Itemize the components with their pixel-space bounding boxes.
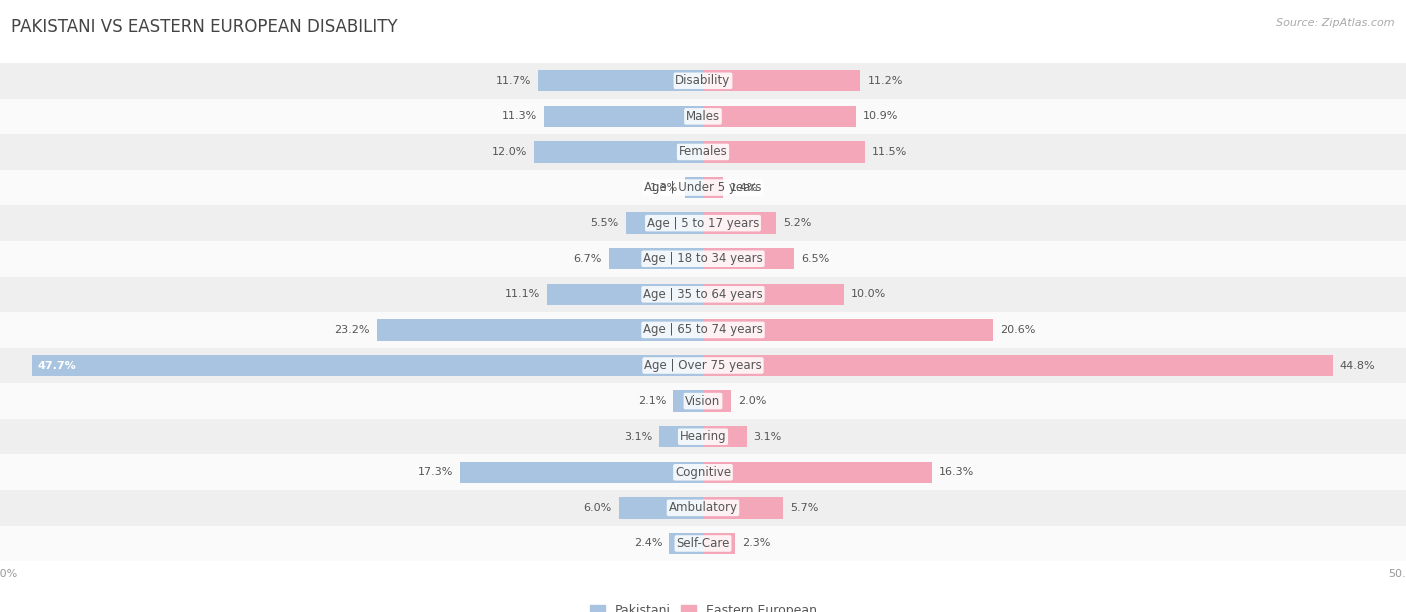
Text: Age | Under 5 years: Age | Under 5 years [644, 181, 762, 194]
Bar [703, 461, 932, 483]
Bar [0, 419, 1406, 455]
Text: 6.7%: 6.7% [574, 254, 602, 264]
Bar [703, 497, 783, 518]
Bar [703, 248, 794, 269]
Bar [673, 390, 703, 412]
Text: PAKISTANI VS EASTERN EUROPEAN DISABILITY: PAKISTANI VS EASTERN EUROPEAN DISABILITY [11, 18, 398, 36]
Text: 10.9%: 10.9% [863, 111, 898, 121]
Bar [703, 177, 723, 198]
Bar [703, 70, 860, 91]
Bar [534, 141, 703, 163]
Text: Ambulatory: Ambulatory [668, 501, 738, 514]
Text: Males: Males [686, 110, 720, 123]
Text: Age | 35 to 64 years: Age | 35 to 64 years [643, 288, 763, 301]
Bar [0, 134, 1406, 170]
Bar [32, 355, 703, 376]
Bar [544, 106, 703, 127]
Text: 16.3%: 16.3% [939, 468, 974, 477]
Text: 2.0%: 2.0% [738, 396, 766, 406]
Text: Source: ZipAtlas.com: Source: ZipAtlas.com [1277, 18, 1395, 28]
Bar [619, 497, 703, 518]
Bar [609, 248, 703, 269]
Text: Hearing: Hearing [679, 430, 727, 443]
Text: 1.3%: 1.3% [650, 182, 678, 193]
Bar [703, 106, 856, 127]
Text: 1.4%: 1.4% [730, 182, 758, 193]
Text: 5.5%: 5.5% [591, 218, 619, 228]
Text: 6.0%: 6.0% [583, 503, 612, 513]
Bar [0, 241, 1406, 277]
Text: Cognitive: Cognitive [675, 466, 731, 479]
Text: 2.4%: 2.4% [634, 539, 662, 548]
Bar [0, 206, 1406, 241]
Text: 10.0%: 10.0% [851, 289, 886, 299]
Text: 20.6%: 20.6% [1000, 325, 1035, 335]
Bar [377, 319, 703, 341]
Bar [685, 177, 703, 198]
Text: Females: Females [679, 146, 727, 159]
Text: 2.3%: 2.3% [742, 539, 770, 548]
Bar [703, 212, 776, 234]
Text: 11.2%: 11.2% [868, 76, 903, 86]
Text: 5.2%: 5.2% [783, 218, 811, 228]
Text: Age | 18 to 34 years: Age | 18 to 34 years [643, 252, 763, 265]
Text: Age | 65 to 74 years: Age | 65 to 74 years [643, 323, 763, 337]
Bar [669, 533, 703, 554]
Bar [703, 283, 844, 305]
Bar [0, 170, 1406, 206]
Bar [460, 461, 703, 483]
Bar [659, 426, 703, 447]
Text: 5.7%: 5.7% [790, 503, 818, 513]
Bar [0, 348, 1406, 383]
Text: Age | 5 to 17 years: Age | 5 to 17 years [647, 217, 759, 230]
Text: 6.5%: 6.5% [801, 254, 830, 264]
Bar [626, 212, 703, 234]
Text: 3.1%: 3.1% [754, 431, 782, 442]
Bar [703, 319, 993, 341]
Text: 12.0%: 12.0% [492, 147, 527, 157]
Text: 2.1%: 2.1% [638, 396, 666, 406]
Text: 44.8%: 44.8% [1340, 360, 1375, 370]
Bar [0, 383, 1406, 419]
Bar [0, 455, 1406, 490]
Bar [703, 355, 1333, 376]
Bar [0, 63, 1406, 99]
Bar [0, 490, 1406, 526]
Text: Age | Over 75 years: Age | Over 75 years [644, 359, 762, 372]
Bar [703, 390, 731, 412]
Text: 47.7%: 47.7% [38, 360, 77, 370]
Text: 11.7%: 11.7% [496, 76, 531, 86]
Bar [0, 99, 1406, 134]
Bar [703, 533, 735, 554]
Bar [547, 283, 703, 305]
Text: Disability: Disability [675, 74, 731, 88]
Bar [538, 70, 703, 91]
Text: 3.1%: 3.1% [624, 431, 652, 442]
Text: Self-Care: Self-Care [676, 537, 730, 550]
Bar [0, 526, 1406, 561]
Bar [703, 141, 865, 163]
Bar [703, 426, 747, 447]
Text: 11.3%: 11.3% [502, 111, 537, 121]
Bar [0, 277, 1406, 312]
Text: 11.1%: 11.1% [505, 289, 540, 299]
Text: 23.2%: 23.2% [335, 325, 370, 335]
Text: 11.5%: 11.5% [872, 147, 907, 157]
Bar [0, 312, 1406, 348]
Text: 17.3%: 17.3% [418, 468, 453, 477]
Text: Vision: Vision [685, 395, 721, 408]
Legend: Pakistani, Eastern European: Pakistani, Eastern European [585, 599, 821, 612]
